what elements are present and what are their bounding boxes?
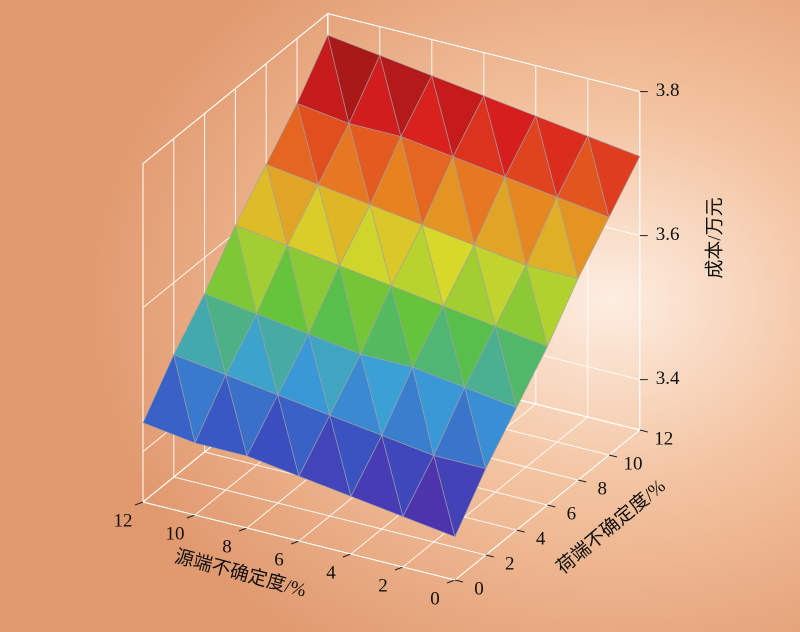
y-tick (454, 579, 464, 583)
x-tick (446, 579, 456, 584)
grid-line (142, 501, 456, 581)
z-axis-label: 成本/万元 (703, 197, 725, 278)
x-tick-label: 0 (430, 588, 440, 609)
z-tick-label: 3.4 (656, 368, 680, 389)
y-tick-label: 4 (536, 528, 546, 549)
y-tick (485, 554, 494, 558)
x-tick-label: 6 (274, 549, 284, 570)
y-tick-label: 10 (624, 453, 643, 474)
surface-facet (494, 325, 548, 409)
surface-facet (556, 196, 610, 280)
grid-line (327, 13, 640, 93)
y-axis-label: 荷端不确定度/% (552, 475, 670, 579)
x-tick-label: 8 (222, 536, 232, 557)
x-tick-label: 4 (326, 562, 336, 583)
y-tick (547, 504, 556, 508)
x-tick-label: 12 (114, 510, 133, 531)
x-tick (394, 566, 404, 571)
z-tick-label: 3.6 (656, 224, 680, 245)
surface-facet (433, 455, 487, 538)
y-tick (516, 529, 525, 533)
y-tick-label: 2 (505, 553, 515, 574)
grid-line (173, 476, 486, 556)
y-tick (639, 429, 648, 433)
x-tick (238, 527, 248, 532)
x-tick (186, 514, 196, 519)
y-tick (608, 454, 618, 458)
surface-facet (587, 135, 641, 219)
x-tick (342, 553, 352, 558)
grid-line (142, 13, 329, 164)
y-tick-label: 12 (654, 428, 673, 449)
x-tick-label: 2 (378, 575, 388, 596)
y-tick (578, 479, 587, 483)
z-tick-label: 3.8 (656, 80, 680, 101)
y-tick-label: 0 (474, 578, 484, 599)
surface-facet (464, 386, 518, 470)
x-tick (290, 540, 300, 545)
surface-facet (525, 264, 579, 348)
x-tick-label: 10 (166, 523, 185, 544)
x-tick (134, 501, 144, 506)
x-axis-label: 源端不确定度/% (172, 545, 308, 601)
y-tick-label: 6 (567, 503, 577, 524)
y-tick-label: 8 (597, 478, 607, 499)
